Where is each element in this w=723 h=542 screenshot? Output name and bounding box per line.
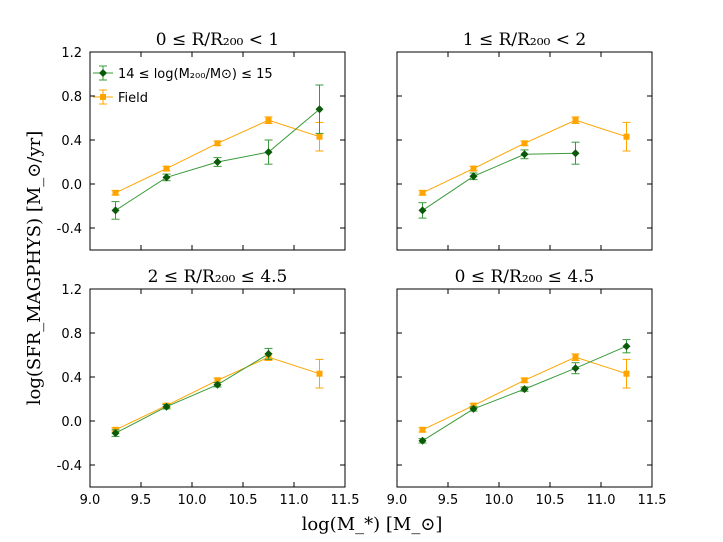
x-tick-label: 9.5 [131, 493, 152, 508]
panel-3: 2 ≤ R/R₂₀₀ ≤ 4.5 9.0 9.5 10.0 10.5 11.0 11.5 -0… [57, 267, 360, 508]
x-tick-label: 9.0 [80, 493, 101, 508]
y-tick-label: 0.8 [61, 327, 82, 342]
y-tick-label: 0.4 [61, 134, 82, 149]
y-tick-label: 0.8 [61, 90, 82, 105]
x-tick-label: 11.0 [587, 493, 616, 508]
cluster-point [213, 380, 222, 389]
x-tick-label: 10.0 [178, 493, 207, 508]
cluster-point [111, 429, 120, 438]
x-tick-label: 10.0 [485, 493, 514, 508]
x-tick-label: 11.5 [638, 493, 667, 508]
field-point [521, 140, 528, 147]
cluster-point [162, 402, 171, 411]
field-line [115, 356, 320, 431]
cluster-point [213, 158, 222, 166]
y-tick-label: -0.4 [57, 222, 82, 237]
field-line [422, 356, 627, 431]
cluster-point [622, 342, 631, 351]
panel-3-title: 2 ≤ R/R₂₀₀ ≤ 4.5 [148, 267, 288, 287]
y-axis-label: log(SFR_MAGPHYS) [M_⊙/yr] [24, 131, 45, 405]
cluster-point [469, 404, 478, 413]
field-point [572, 354, 579, 361]
y-tick-label: 0.0 [61, 415, 82, 430]
x-tick-label: 9.0 [387, 493, 408, 508]
legend-field-marker [100, 94, 106, 100]
field-point [572, 117, 579, 124]
cluster-point [264, 148, 273, 157]
cluster-point [315, 105, 324, 114]
field-point [470, 165, 477, 172]
y-tick-label: -0.4 [57, 459, 82, 474]
field-point [419, 426, 426, 433]
x-tick-label: 10.5 [536, 493, 565, 508]
cluster-point [571, 364, 580, 373]
cluster-line [422, 345, 627, 442]
x-tick-label: 11.0 [280, 493, 309, 508]
field-point [214, 140, 221, 147]
panel-2: 1 ≤ R/R₂₀₀ < 2 [396, 30, 653, 251]
legend: 14 ≤ log(M₂₀₀/M⊙) ≤ 15 Field [93, 65, 273, 106]
y-tick-label: 0.4 [61, 371, 82, 386]
field-point [112, 189, 119, 196]
panel-4: 0 ≤ R/R₂₀₀ ≤ 4.5 9.0 9.5 10.0 10.5 11.0 11.5 [387, 267, 667, 508]
legend-cluster-label: 14 ≤ log(M₂₀₀/M⊙) ≤ 15 [118, 67, 273, 82]
panel-1: 0 ≤ R/R₂₀₀ < 1 -0.4 0.0 0.4 0.8 1.2 [57, 30, 346, 251]
panel-2-frame [396, 51, 653, 251]
cluster-point [111, 206, 120, 215]
field-point [419, 189, 426, 196]
x-axis-label: log(M_*) [M_⊙] [302, 514, 443, 535]
field-point [521, 377, 528, 384]
panel-3-frame [89, 288, 346, 488]
cluster-point [520, 385, 529, 394]
legend-cluster-marker [99, 69, 107, 77]
y-tick-label: 1.2 [61, 283, 82, 298]
field-point [316, 133, 323, 140]
cluster-point [264, 349, 273, 358]
cluster-line [115, 353, 269, 434]
cluster-line [422, 152, 576, 211]
panel-2-title: 1 ≤ R/R₂₀₀ < 2 [463, 30, 587, 50]
y-tick-label: 0.0 [61, 178, 82, 193]
field-point [623, 370, 630, 377]
panel-1-title: 0 ≤ R/R₂₀₀ < 1 [156, 30, 280, 50]
x-tick-label: 9.5 [438, 493, 459, 508]
panel-4-frame [396, 288, 653, 488]
field-line [115, 119, 320, 194]
cluster-point [162, 173, 171, 182]
y-tick-label: 1.2 [61, 46, 82, 61]
field-point [214, 377, 221, 384]
x-tick-label: 10.5 [229, 493, 258, 508]
cluster-point [571, 149, 580, 158]
x-tick-label: 11.5 [331, 493, 360, 508]
field-point [623, 133, 630, 140]
legend-field-label: Field [118, 91, 148, 106]
cluster-point [469, 172, 478, 181]
panel-1-frame [89, 51, 346, 251]
field-point [163, 165, 170, 172]
field-point [265, 117, 272, 124]
panel-4-title: 0 ≤ R/R₂₀₀ ≤ 4.5 [455, 267, 595, 287]
cluster-point [418, 436, 427, 445]
cluster-point [520, 150, 529, 159]
cluster-point [418, 206, 427, 215]
field-point [316, 370, 323, 377]
